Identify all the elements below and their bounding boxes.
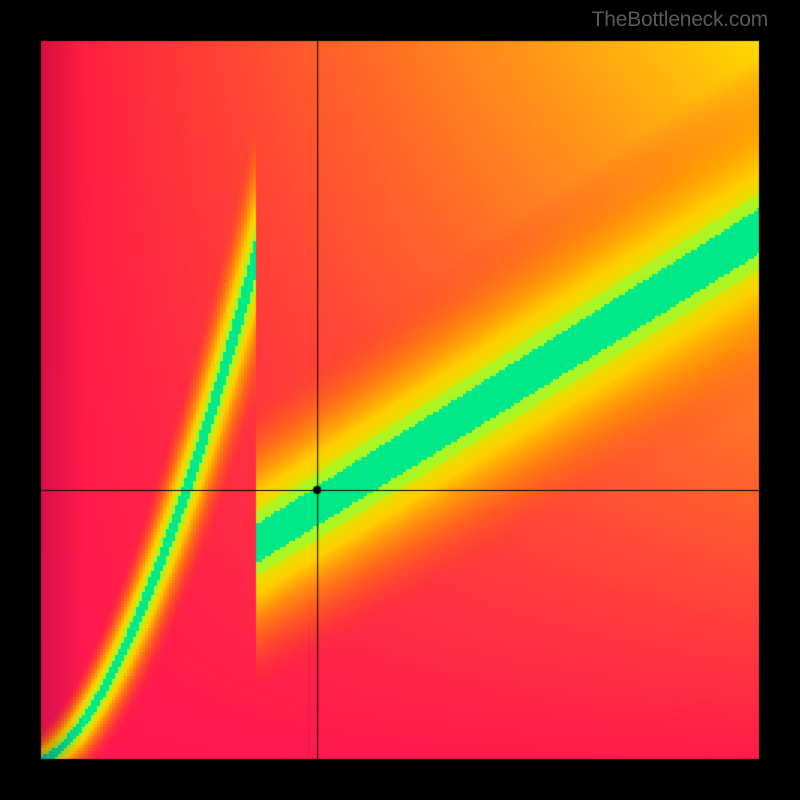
crosshair-overlay — [40, 40, 760, 760]
heatmap-plot — [40, 40, 760, 760]
watermark-text: TheBottleneck.com — [592, 8, 768, 32]
